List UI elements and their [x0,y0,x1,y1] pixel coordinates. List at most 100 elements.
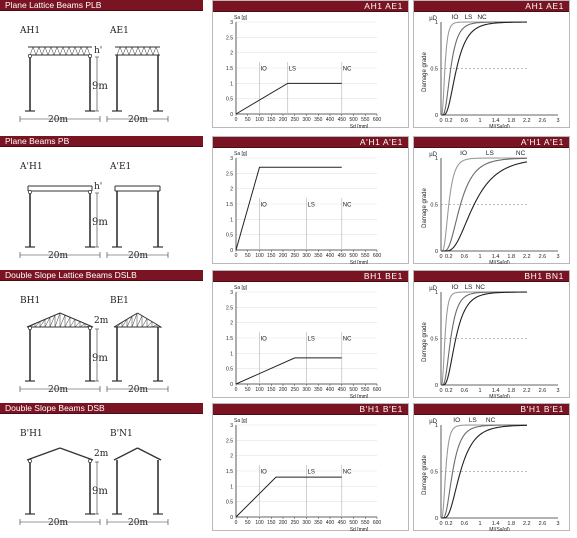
y-tick-label: 0.5 [226,500,233,506]
height-dimension-label: 9m [92,217,108,228]
frame-member [141,318,148,328]
x-axis-label: MI(Sa[g]) [489,394,510,398]
frame-label-left: BH1 [20,296,40,306]
section-title: Plane Beams PB [5,136,70,146]
y-tick-label: 1.5 [226,202,233,208]
x-tick-label: 300 [302,117,311,123]
frame-member [74,321,81,328]
y-tick-label: 1 [230,351,233,357]
y-symbol-label: µD [429,286,437,292]
y-tick-label: 1 [435,290,438,296]
y-tick-label: 3 [230,290,233,296]
section-header-bar: Plane Beams PB [0,136,203,147]
chart-header-bar: A'H1 A'E1 [213,137,408,148]
frame-member [79,323,86,328]
y-tick-label: 2 [230,454,233,460]
y-tick-label: 0.5 [430,470,438,476]
frame-member [140,46,145,56]
x-tick-label: 150 [267,387,276,393]
frame-member [134,46,139,56]
x-tick-label: 150 [267,117,276,123]
fragility-curve-nc [441,424,528,519]
frame-member [54,312,61,328]
figure-row: Double Slope Lattice Beams DSLB BH1 BE1 2m 9… [0,270,577,402]
fragility-curve-nc [441,291,527,386]
frame-member [113,447,138,461]
series-label: LS [486,150,495,157]
frame-member [69,319,76,328]
frame-member [41,46,46,56]
figure-row: Plane Beams PB A'H1 A'E1 h' 9m 20m 20m A'H1 A'E… [0,136,577,268]
x-tick-label: 2.2 [523,388,531,394]
frame-panel: Double Slope Lattice Beams DSLB BH1 BE1 2m 9… [0,270,203,398]
top-dimension-label: 2m [94,449,109,459]
y-axis-label: Sa [g] [234,418,248,424]
frame-label-right: B'N1 [110,429,133,439]
frame-member [34,321,41,328]
fragility-panel: A'H1 A'E1 0 0.5 1 0 0.2 0.6 1 1.4 1.8 2.2 2.6 3 µD Dam… [413,136,570,264]
capacity-curve [235,476,342,518]
x-tick-label: 0.6 [461,118,469,124]
frame-label-left: A'H1 [19,162,43,172]
frame-panel: Plane Lattice Beams PLB AH1 AE1 h' 9m 20m 20m [0,0,203,128]
frame-member [44,317,51,328]
y-tick-label: 0.5 [430,67,438,73]
y-axis-label: Damage grade [422,454,428,494]
frame-member [64,317,71,328]
y-axis-label: Damage grade [422,51,428,91]
frame-panel: Double Slope Beams DSB B'H1 B'N1 2m 9m 20m 20m [0,403,203,531]
x-axis-label: MI(Sa[g]) [489,260,510,264]
chart-header-label: AH1 AE1 [364,1,403,11]
y-symbol-label: µD [429,419,437,425]
y-tick-label: 0.5 [430,337,438,343]
series-label: LS [464,14,473,21]
frame-member [74,46,79,56]
x-tick-label: 2.6 [539,118,547,124]
height-dimension-label: 9m [92,353,108,364]
x-tick-label: 3 [556,521,559,527]
frame-member [122,46,127,56]
chart-header-label: B'H1 B'E1 [359,404,403,414]
x-tick-label: 450 [338,387,347,393]
section-header-bar: Plane Lattice Beams PLB [0,0,203,11]
x-tick-label: 2.2 [523,521,531,527]
height-dimension-label: 9m [92,486,108,497]
frame-member [136,315,143,328]
x-tick-label: 0.6 [461,254,469,260]
y-tick-label: 0 [230,248,233,254]
x-tick-label: 0.2 [445,388,453,394]
y-tick-label: 0.5 [430,203,438,209]
frame-member [86,46,91,56]
x-tick-label: 2.2 [523,118,531,124]
frame-member [77,46,82,56]
y-tick-label: 0 [435,249,438,255]
x-axis-label: MI(Sa[g]) [489,124,510,128]
section-title: Double Slope Beams DSB [5,403,105,413]
x-tick-label: 1 [478,388,481,394]
x-tick-label: 0 [439,521,442,527]
fragility-panel: AH1 AE1 0 0.5 1 0 0.2 0.6 1 1.4 1.8 2.2 2.6 3 µD Damag… [413,0,570,128]
capacity-chart: 0 0.5 1 1.5 2 2.5 3 0 50 100 150 200 250 300 350 400 450… [226,418,381,531]
frame-member [39,319,46,328]
capacity-chart: 0 0.5 1 1.5 2 2.5 3 0 50 100 150 200 250 300 350 400 450… [226,15,381,128]
chart-header-bar: BH1 BE1 [213,271,408,282]
chart-header-label: A'H1 A'E1 [520,137,564,147]
capacity-curve [235,82,342,115]
y-tick-label: 1 [230,81,233,87]
x-tick-label: 200 [279,520,288,526]
x-tick-label: 400 [326,387,335,393]
series-label: IO [452,14,459,21]
frame-member [125,46,130,56]
frame-member [59,312,94,328]
span-dimension-label: 20m [48,115,68,125]
y-tick-label: 1 [435,20,438,26]
frame-drawing: A'H1 A'E1 h' 9m 20m 20m [19,162,169,261]
x-tick-label: 0.2 [445,118,453,124]
frame-member [137,46,142,56]
x-tick-label: 550 [361,253,370,259]
capacity-panel: BH1 BE1 0 0.5 1 1.5 2 2.5 3 0 50 100 150 200 250 300 35… [212,270,409,398]
frame-member [32,46,37,56]
series-label: NC [516,150,526,157]
x-tick-label: 0.2 [445,254,453,260]
